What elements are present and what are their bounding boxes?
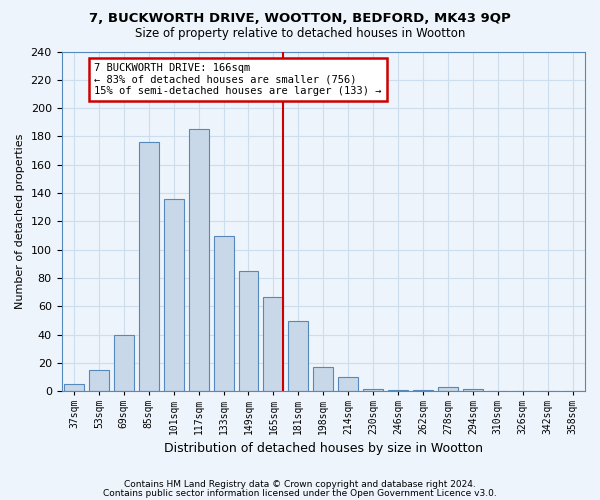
Bar — [338, 378, 358, 392]
Bar — [188, 130, 209, 392]
Bar — [114, 335, 134, 392]
Text: Contains HM Land Registry data © Crown copyright and database right 2024.: Contains HM Land Registry data © Crown c… — [124, 480, 476, 489]
Bar — [139, 142, 159, 392]
Bar — [239, 271, 259, 392]
Bar — [64, 384, 84, 392]
Bar — [313, 368, 333, 392]
Text: Size of property relative to detached houses in Wootton: Size of property relative to detached ho… — [135, 28, 465, 40]
Text: 7, BUCKWORTH DRIVE, WOOTTON, BEDFORD, MK43 9QP: 7, BUCKWORTH DRIVE, WOOTTON, BEDFORD, MK… — [89, 12, 511, 26]
Bar — [438, 387, 458, 392]
Bar — [388, 390, 408, 392]
Bar — [413, 390, 433, 392]
Bar — [164, 199, 184, 392]
Bar — [263, 296, 283, 392]
Text: 7 BUCKWORTH DRIVE: 166sqm
← 83% of detached houses are smaller (756)
15% of semi: 7 BUCKWORTH DRIVE: 166sqm ← 83% of detac… — [94, 63, 382, 96]
Bar — [463, 388, 483, 392]
Bar — [289, 320, 308, 392]
Y-axis label: Number of detached properties: Number of detached properties — [15, 134, 25, 309]
X-axis label: Distribution of detached houses by size in Wootton: Distribution of detached houses by size … — [164, 442, 483, 455]
Bar — [214, 236, 233, 392]
Bar — [363, 388, 383, 392]
Text: Contains public sector information licensed under the Open Government Licence v3: Contains public sector information licen… — [103, 488, 497, 498]
Bar — [89, 370, 109, 392]
